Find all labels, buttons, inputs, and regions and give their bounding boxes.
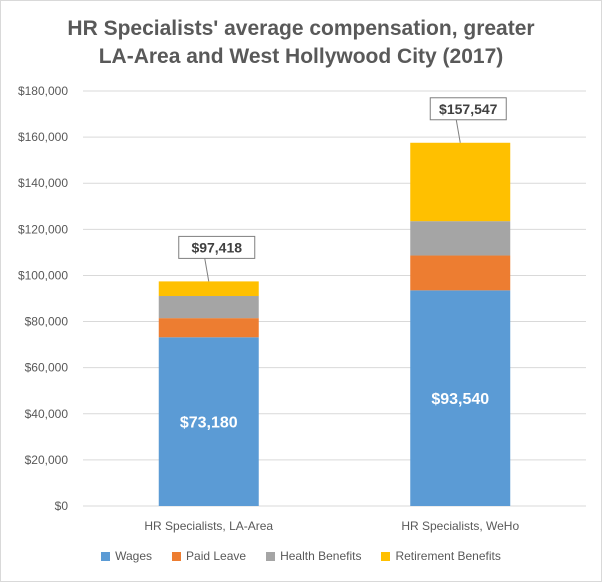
x-tick-label: HR Specialists, LA-Area (144, 519, 273, 533)
legend-swatch (266, 551, 276, 561)
wage-data-label: $73,180 (180, 415, 238, 432)
bar-segment-retirement-benefits (158, 281, 259, 297)
bar-segment-paid-leave (410, 255, 511, 291)
total-data-label: $97,418 (191, 239, 242, 255)
legend-label: Paid Leave (186, 549, 247, 563)
legend-swatch (101, 551, 111, 561)
total-label-box (178, 235, 256, 259)
chart-title-line-1: HR Specialists' average compensation, gr… (67, 17, 535, 40)
chart-title: HR Specialists' average compensation, gr… (1, 15, 601, 71)
total-label-leader (204, 258, 210, 282)
chart-title-line-2: LA-Area and West Hollywood City (2017) (98, 45, 504, 68)
bar-segment-health-benefits (410, 221, 511, 256)
y-tick-label: $140,000 (18, 176, 68, 190)
y-tick-label: $0 (55, 499, 69, 513)
legend-label: Health Benefits (280, 549, 362, 563)
bar-segment-health-benefits (158, 296, 259, 319)
bar-segment-paid-leave (158, 318, 259, 338)
y-tick-label: $20,000 (25, 453, 69, 467)
legend-item: Wages (101, 549, 152, 563)
x-tick-label: HR Specialists, WeHo (401, 519, 519, 533)
y-tick-label: $80,000 (25, 315, 69, 329)
wage-data-label: $93,540 (431, 391, 489, 408)
total-data-label: $157,547 (439, 101, 498, 117)
legend-swatch (172, 551, 182, 561)
total-label-box (429, 97, 507, 121)
y-tick-label: $100,000 (18, 268, 68, 282)
bar-segment-wages (410, 290, 511, 506)
legend-item: Retirement Benefits (381, 549, 501, 563)
legend-item: Health Benefits (266, 549, 361, 563)
legend-label: Wages (115, 549, 153, 563)
y-tick-label: $160,000 (18, 130, 68, 144)
y-tick-label: $40,000 (25, 407, 69, 421)
y-tick-label: $180,000 (18, 84, 68, 98)
bar-segment-retirement-benefits (410, 142, 511, 222)
legend-swatch (381, 551, 391, 561)
y-tick-label: $120,000 (18, 222, 68, 236)
legend: Wages Paid Leave Health Benefits Retirement… (1, 549, 601, 563)
legend-item: Paid Leave (172, 549, 246, 563)
legend-label: Retirement Benefits (395, 549, 501, 563)
total-label-leader (455, 119, 461, 143)
bar-segment-wages (158, 337, 259, 506)
y-tick-label: $60,000 (25, 361, 69, 375)
